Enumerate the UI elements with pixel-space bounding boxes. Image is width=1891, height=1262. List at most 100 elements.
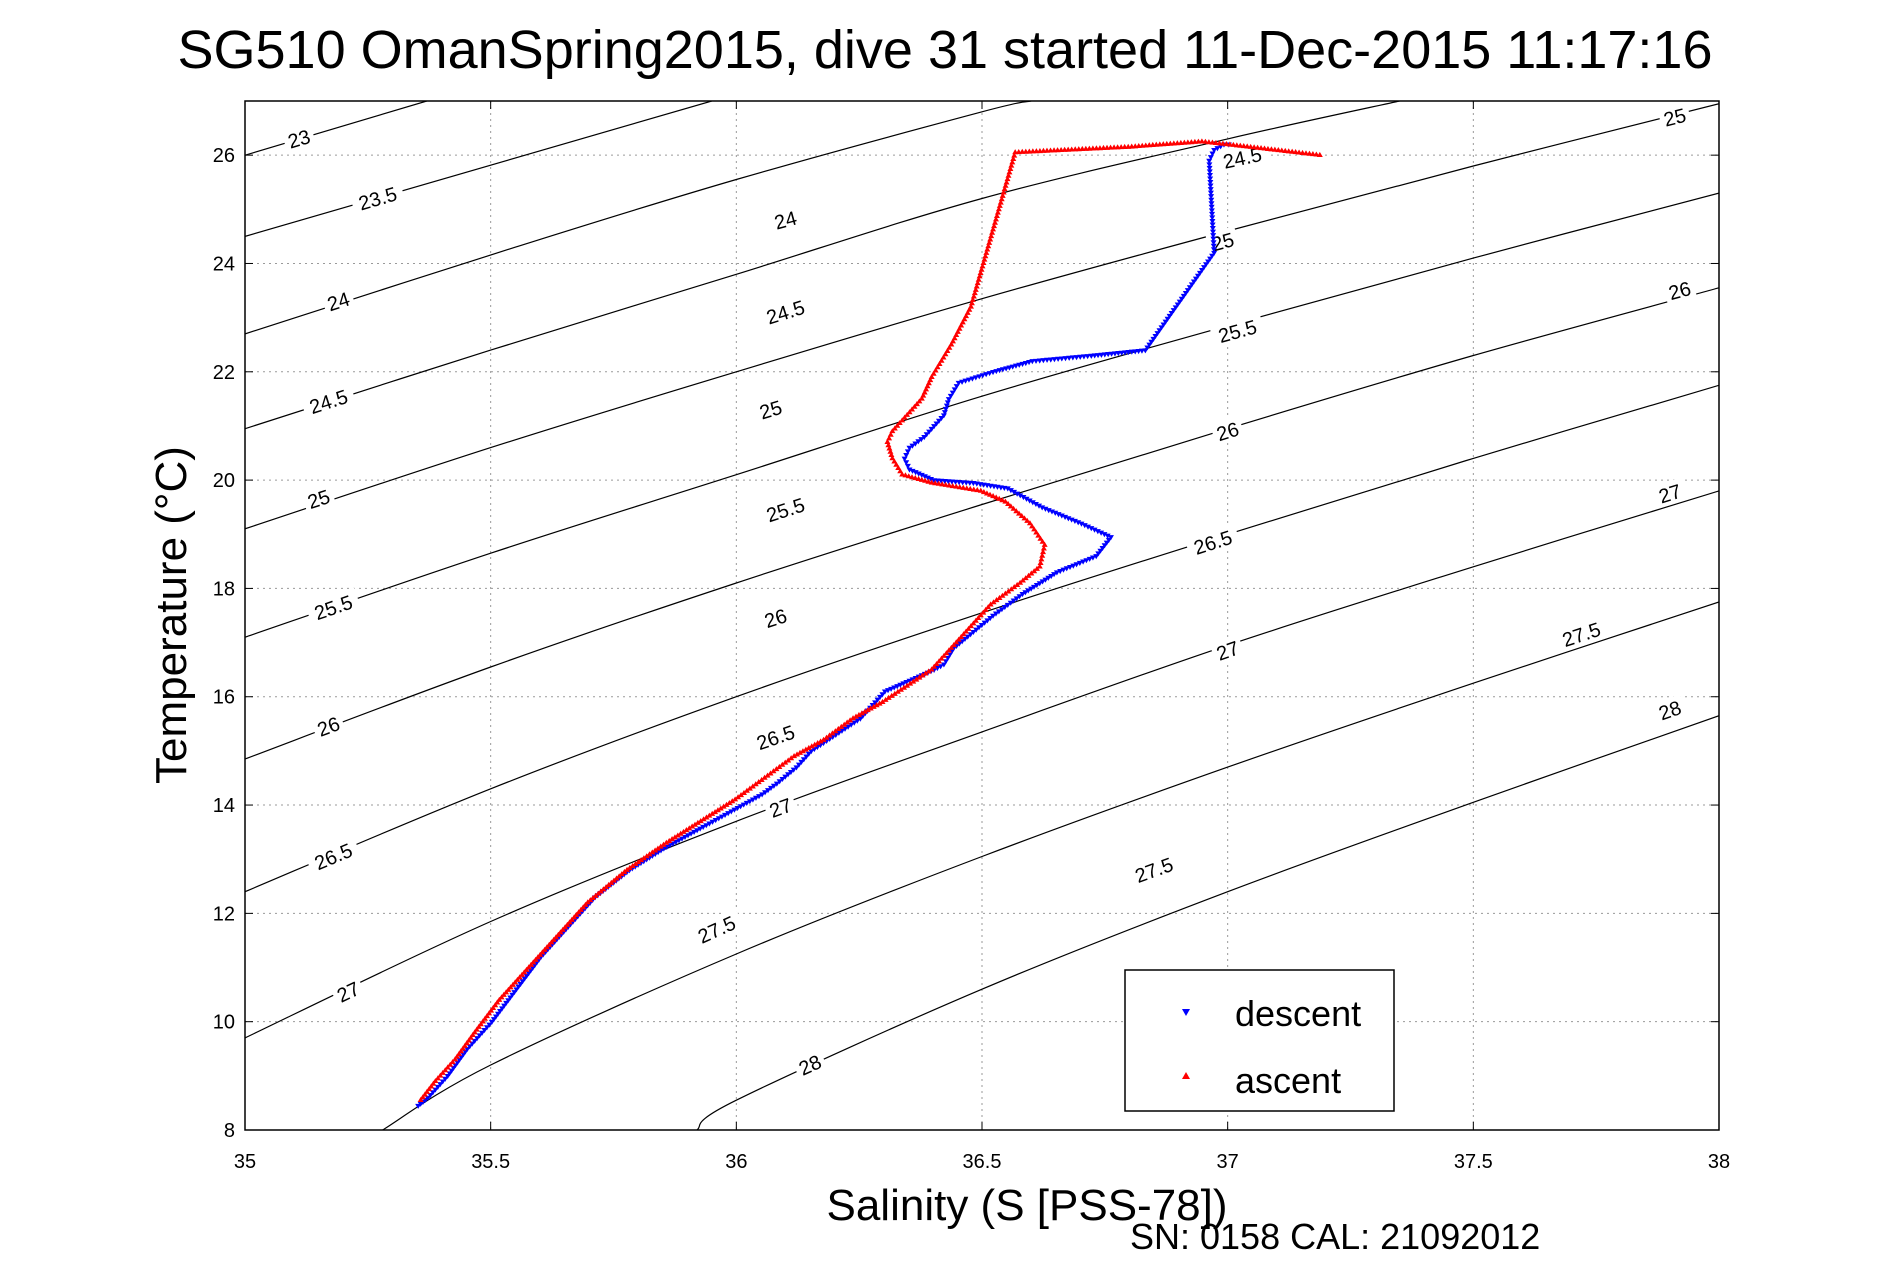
descent-point	[740, 802, 747, 808]
descent-point	[1211, 147, 1218, 154]
ascent-point	[697, 818, 704, 824]
descent-point	[1004, 486, 1011, 492]
ascent-point	[922, 477, 929, 483]
ascent-point	[899, 471, 906, 477]
ascent-point	[746, 785, 753, 791]
descent-point	[928, 426, 935, 432]
ascent-point	[975, 614, 982, 621]
contour-label-background	[300, 382, 357, 420]
descent-point	[1154, 331, 1161, 337]
ascent-point	[864, 706, 871, 713]
descent-point	[1055, 512, 1062, 518]
descent-point	[1104, 533, 1111, 539]
descent-point	[1206, 162, 1213, 168]
descent-point	[773, 781, 780, 787]
descent-point	[921, 434, 928, 441]
descent-point	[1144, 345, 1151, 351]
descent-point	[1207, 183, 1214, 189]
descent-point	[519, 979, 526, 985]
descent-point	[1017, 493, 1024, 499]
y-tick-label: 16	[213, 687, 235, 709]
ascent-point	[595, 890, 602, 896]
descent-point	[926, 429, 933, 435]
ascent-point	[447, 1061, 454, 1067]
legend-box	[1124, 969, 1395, 1112]
descent-point	[1214, 146, 1221, 152]
descent-point	[1057, 569, 1064, 575]
ascent-point	[991, 222, 998, 229]
ascent-point	[855, 711, 862, 717]
ascent-point	[912, 475, 919, 481]
descent-point	[694, 828, 701, 834]
descent-point	[1207, 187, 1214, 193]
ascent-point	[894, 688, 901, 694]
ascent-point	[946, 482, 953, 488]
series-ascent	[417, 138, 1323, 1103]
ascent-point	[879, 698, 886, 704]
ascent-point	[838, 723, 845, 729]
descent-point	[931, 424, 938, 430]
ascent-point	[638, 857, 645, 863]
ascent-point	[970, 620, 977, 626]
ascent-point	[683, 827, 690, 833]
ascent-point	[935, 480, 942, 486]
descent-point	[444, 1074, 451, 1080]
ascent-point	[1029, 523, 1036, 529]
serial-calibration-label: SN: 0158 CAL: 21092012	[1130, 1216, 1540, 1257]
descent-point	[921, 474, 928, 480]
ascent-point	[764, 772, 771, 778]
contour-label-background	[791, 1047, 828, 1081]
ascent-point	[791, 753, 798, 759]
ascent-point	[965, 625, 972, 631]
descent-point	[1081, 523, 1088, 529]
ascent-point	[1026, 520, 1033, 526]
descent-point	[505, 998, 512, 1004]
ascent-point	[1002, 590, 1009, 596]
ascent-point	[973, 283, 980, 289]
descent-point	[1156, 328, 1163, 334]
ascent-point	[796, 749, 803, 755]
contour-label-background	[1209, 415, 1245, 446]
ascent-point	[694, 819, 701, 825]
ascent-point	[887, 448, 894, 454]
ascent-point	[943, 650, 950, 656]
descent-point	[1192, 276, 1199, 282]
y-tick-label: 10	[213, 1012, 235, 1034]
descent-point	[1036, 503, 1043, 509]
contour-label-background	[304, 587, 362, 626]
descent-point	[992, 611, 999, 617]
ascent-point	[901, 414, 908, 420]
descent-point	[918, 437, 925, 443]
ascent-point	[989, 229, 996, 235]
ascent-point	[663, 839, 670, 845]
ascent-point	[1021, 515, 1028, 521]
ascent-point	[922, 670, 929, 676]
descent-point	[1085, 524, 1092, 530]
descent-point	[458, 1055, 465, 1061]
descent-point	[951, 387, 958, 393]
ascent-point	[1007, 165, 1014, 172]
ascent-point	[652, 847, 659, 853]
data-series	[415, 138, 1323, 1109]
descent-point	[672, 839, 679, 846]
ascent-point	[437, 1072, 444, 1078]
ascent-point	[1031, 526, 1038, 532]
descent-point	[1067, 564, 1074, 571]
ascent-point	[657, 843, 664, 849]
descent-point	[1014, 491, 1021, 497]
descent-point	[1207, 176, 1214, 182]
descent-point	[1042, 506, 1049, 512]
descent-point	[712, 818, 719, 824]
ascent-point	[743, 787, 750, 793]
ascent-point	[626, 864, 633, 870]
descent-point	[1058, 513, 1065, 519]
ascent-point	[1016, 510, 1023, 516]
descent-point	[756, 794, 763, 800]
ascent-point	[677, 830, 684, 836]
descent-point	[945, 397, 952, 403]
descent-point	[1076, 560, 1083, 566]
descent-point	[442, 1076, 449, 1082]
density-contour-25.5	[245, 192, 1719, 638]
ascent-point	[1002, 498, 1009, 504]
ascent-point	[950, 641, 957, 648]
